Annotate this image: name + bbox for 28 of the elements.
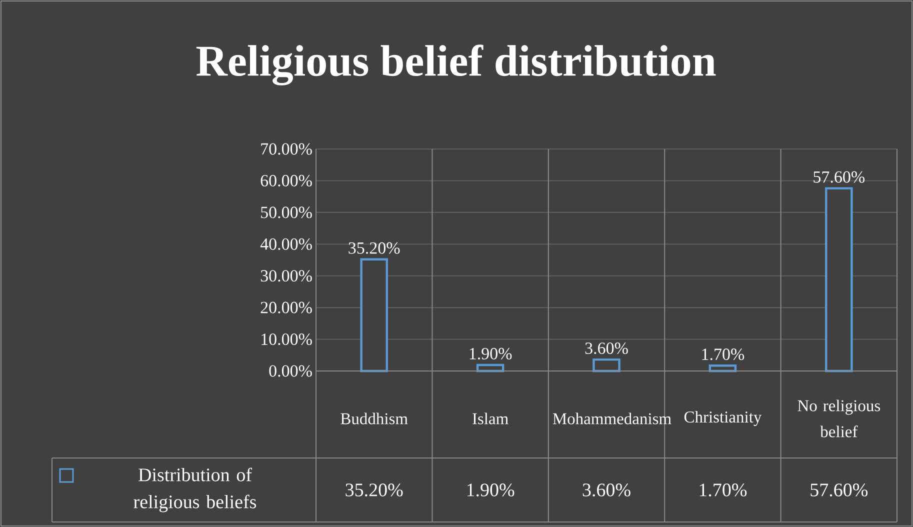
x-tick-label: Christianity — [684, 410, 762, 426]
text: 3.60% — [585, 342, 628, 354]
text: Distribution of religious beliefs — [134, 468, 256, 512]
y-tick-label: 40.00% — [260, 238, 312, 250]
chart-title: Religious belief distribution — [196, 44, 716, 86]
x-tick-label: Buddhism — [340, 412, 408, 424]
data-label: 3.60% — [582, 484, 630, 496]
bar — [360, 258, 388, 372]
bar — [825, 187, 853, 372]
x-tick-label: Mohammedanism — [552, 412, 672, 424]
text: 1.70% — [702, 348, 744, 360]
data-label: 1.90% — [467, 484, 514, 496]
x-tick-label: No religious belief — [798, 400, 880, 438]
x-tick-label: Islam — [472, 412, 508, 424]
y-tick-label: 0.00% — [269, 365, 312, 377]
y-tick-label: 50.00% — [261, 206, 312, 218]
data-label: 35.20% — [346, 484, 403, 496]
data-label: 57.60% — [810, 484, 868, 496]
text: 57.60% — [814, 171, 865, 183]
y-tick-label: 30.00% — [260, 270, 312, 282]
y-tick-label: 70.00% — [261, 143, 312, 155]
y-tick-label: 20.00% — [260, 302, 312, 314]
data-label: 1.70% — [700, 484, 747, 496]
y-tick-label: 60.00% — [260, 174, 312, 186]
bar — [592, 358, 620, 372]
y-tick-label: 10.00% — [262, 334, 312, 346]
text: 35.20% — [348, 242, 400, 254]
text: 1.90% — [470, 348, 512, 360]
